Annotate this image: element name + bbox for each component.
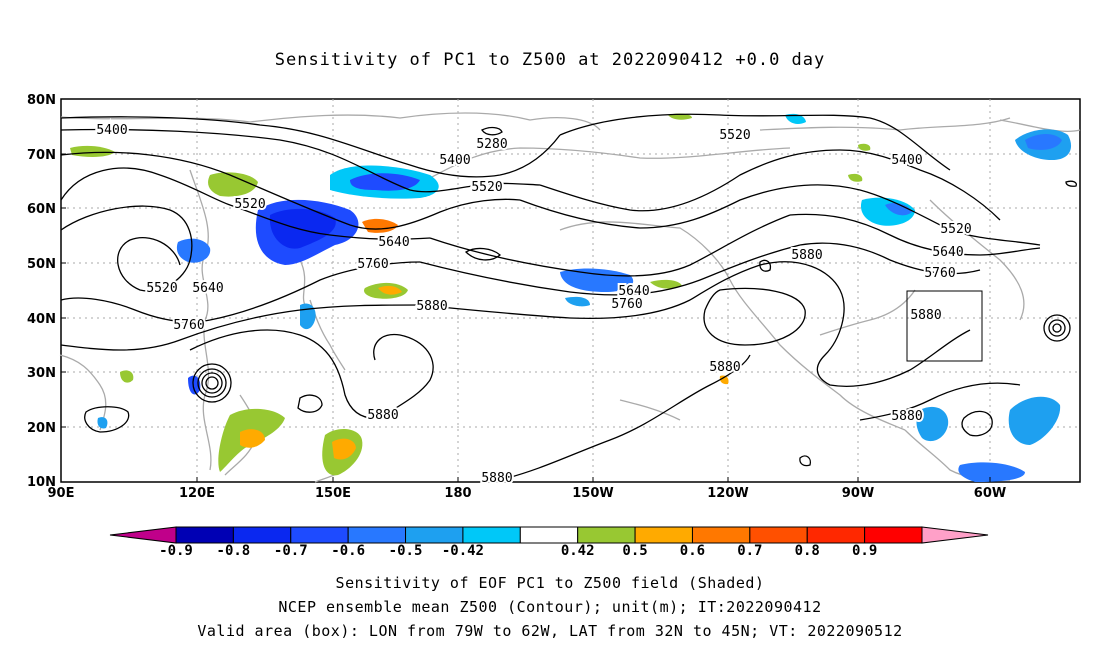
colorbar-label: 0.7 bbox=[737, 543, 763, 559]
colorbar-bin bbox=[806, 526, 866, 544]
colorbar-label: 0.9 bbox=[851, 543, 878, 559]
colorbar-label: -0.42 bbox=[441, 543, 484, 559]
lat-label: 80N bbox=[27, 93, 56, 108]
colorbar-label: -0.7 bbox=[273, 543, 308, 559]
lon-label: 120W bbox=[707, 486, 748, 501]
lon-label: 90E bbox=[48, 486, 75, 501]
contour-label: 5520 bbox=[146, 281, 177, 296]
caption-line-2: NCEP ensemble mean Z500 (Contour); unit(… bbox=[278, 598, 822, 616]
colorbar-bin bbox=[232, 526, 292, 544]
colorbar-bin bbox=[577, 526, 636, 544]
contour-label: 5760 bbox=[611, 297, 642, 312]
lon-label: 180 bbox=[444, 486, 471, 501]
contour-label: 5880 bbox=[416, 299, 447, 314]
colorbar bbox=[109, 526, 989, 544]
contour-label: 5880 bbox=[910, 308, 941, 323]
contour-labels: 5400 5280 5400 5520 5520 5640 5760 5880 … bbox=[94, 121, 973, 488]
colorbar-bin bbox=[691, 526, 751, 544]
colorbar-bin bbox=[347, 526, 407, 544]
sensitivity-shading bbox=[70, 113, 1072, 482]
lon-label: 120E bbox=[179, 486, 215, 501]
colorbar-label: 0.5 bbox=[622, 543, 648, 559]
z500-contours bbox=[60, 113, 1078, 481]
contour-label: 5880 bbox=[891, 409, 922, 424]
lat-label: 60N bbox=[27, 202, 56, 217]
axis-ticks bbox=[61, 153, 991, 482]
contour-label: 5880 bbox=[791, 248, 822, 263]
lon-label: 150W bbox=[572, 486, 613, 501]
colorbar-bin bbox=[405, 526, 464, 544]
colorbar-bin bbox=[864, 526, 923, 544]
colorbar-bin bbox=[290, 526, 349, 544]
contour-label: 5640 bbox=[932, 245, 963, 260]
colorbar-bin bbox=[519, 526, 579, 544]
lon-label: 60W bbox=[974, 486, 1006, 501]
colorbar-label: -0.5 bbox=[388, 543, 423, 559]
latitude-labels: 80N 70N 60N 50N 40N 30N 20N 10N bbox=[27, 93, 56, 490]
colorbar-label: -0.8 bbox=[216, 543, 251, 559]
colorbar-label: 0.8 bbox=[794, 543, 820, 559]
contour-label: 5760 bbox=[173, 318, 204, 333]
lat-label: 70N bbox=[27, 148, 56, 163]
lat-label: 10N bbox=[27, 475, 56, 490]
colorbar-bin bbox=[749, 526, 808, 544]
contour-label: 5520 bbox=[234, 197, 265, 212]
contour-label: 5400 bbox=[96, 123, 127, 138]
contour-label: 5640 bbox=[618, 284, 649, 299]
colorbar-label: 0.42 bbox=[560, 543, 595, 559]
colorbar-label: -0.6 bbox=[331, 543, 365, 559]
colorbar-right-arrow bbox=[921, 526, 989, 544]
lat-label: 30N bbox=[27, 366, 56, 381]
colorbar-left-arrow bbox=[109, 526, 177, 544]
contour-label: 5400 bbox=[439, 153, 470, 168]
contour-label: 5520 bbox=[940, 222, 971, 237]
contour-label: 5280 bbox=[476, 137, 507, 152]
contour-label: 5880 bbox=[481, 471, 512, 486]
lat-label: 20N bbox=[27, 421, 56, 436]
contour-label: 5880 bbox=[367, 408, 398, 423]
valid-area-box bbox=[906, 290, 983, 362]
contour-label: 5640 bbox=[192, 281, 223, 296]
contour-label: 5760 bbox=[357, 257, 388, 272]
chart-title: Sensitivity of PC1 to Z500 at 2022090412… bbox=[274, 50, 826, 70]
colorbar-label: 0.6 bbox=[679, 543, 706, 559]
colorbar-bin bbox=[175, 526, 234, 544]
caption-line-3: Valid area (box): LON from 79W to 62W, L… bbox=[197, 622, 903, 640]
caption-line-1: Sensitivity of EOF PC1 to Z500 field (Sh… bbox=[335, 574, 765, 592]
contour-label: 5520 bbox=[471, 180, 502, 195]
contour-label: 5400 bbox=[891, 153, 922, 168]
contour-label: 5760 bbox=[924, 266, 955, 281]
contour-label: 5640 bbox=[378, 235, 409, 250]
lat-label: 50N bbox=[27, 257, 56, 272]
colorbar-bin bbox=[462, 526, 521, 544]
lon-label: 90W bbox=[842, 486, 874, 501]
colorbar-label: -0.9 bbox=[159, 543, 193, 559]
longitude-labels: 90E 120E 150E 180 150W 120W 90W 60W bbox=[48, 486, 1007, 501]
lat-label: 40N bbox=[27, 312, 56, 327]
lon-label: 150E bbox=[315, 486, 351, 501]
contour-label: 5520 bbox=[719, 128, 750, 143]
contour-label: 5880 bbox=[709, 360, 740, 375]
colorbar-bin bbox=[634, 526, 693, 544]
